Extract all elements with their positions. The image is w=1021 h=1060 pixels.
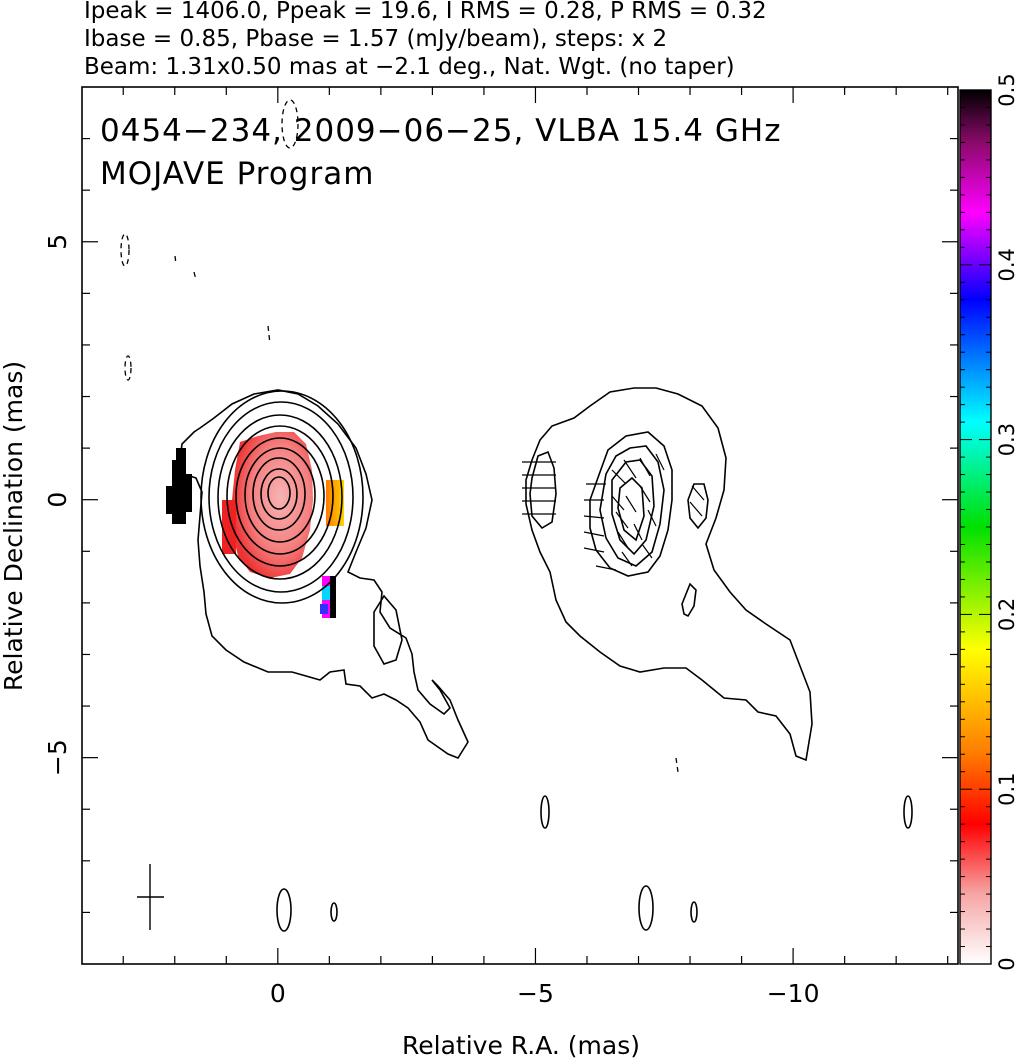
black-polarization-patch [166, 448, 192, 524]
colorbar-tick-label: 0 [995, 957, 1019, 970]
y-tick-label: −5 [43, 739, 72, 776]
plot-frame [81, 86, 959, 965]
chart-title: 0454−234, 2009−06−25, VLBA 15.4 GHz [100, 113, 781, 149]
negative-contours [120, 99, 679, 773]
axis-ticks [82, 87, 958, 964]
x-tick-label: −10 [767, 979, 820, 1008]
x-tick-label: −5 [517, 979, 554, 1008]
magenta-polarization-patch [320, 576, 336, 618]
colorbar-tick-label: 0.1 [995, 772, 1019, 805]
intensity-panel [120, 99, 679, 932]
x-axis-label: Relative R.A. (mas) [402, 1031, 640, 1060]
header-line-2: Ibase = 0.85, Pbase = 1.57 (mJy/beam), s… [84, 26, 667, 52]
polarization-panel [522, 387, 913, 931]
chart-subtitle: MOJAVE Program [100, 156, 374, 192]
colorbar-tick-label: 0.5 [995, 73, 1019, 106]
red-patch-edge [222, 500, 236, 554]
header-line-3: Beam: 1.31x0.50 mas at −2.1 deg., Nat. W… [84, 54, 735, 80]
y-tick-label: 5 [43, 234, 72, 250]
colorbar [959, 89, 992, 965]
colorbar-ticks [960, 89, 991, 965]
y-axis-label: Relative Declination (mas) [0, 361, 28, 691]
inner-contours [529, 431, 913, 931]
colorbar-tick-label: 0.2 [995, 598, 1019, 631]
outer-contour [525, 387, 813, 762]
y-tick-labels: 5 0 −5 [43, 234, 72, 776]
intensity-contours [179, 389, 469, 932]
colorbar-tick-label: 0.4 [995, 248, 1019, 281]
y-tick-label: 0 [43, 492, 72, 508]
evpa-vectors [522, 453, 705, 571]
beam-cross [137, 864, 164, 930]
x-tick-label: 0 [270, 979, 286, 1008]
colorbar-tick-label: 0.3 [995, 423, 1019, 456]
x-tick-labels: 0 −5 −10 [270, 979, 820, 1008]
header-line-1: Ipeak = 1406.0, Ppeak = 19.6, I RMS = 0.… [84, 0, 767, 24]
colorbar-tick-labels: 0 0.1 0.2 0.3 0.4 0.5 [995, 73, 1019, 970]
